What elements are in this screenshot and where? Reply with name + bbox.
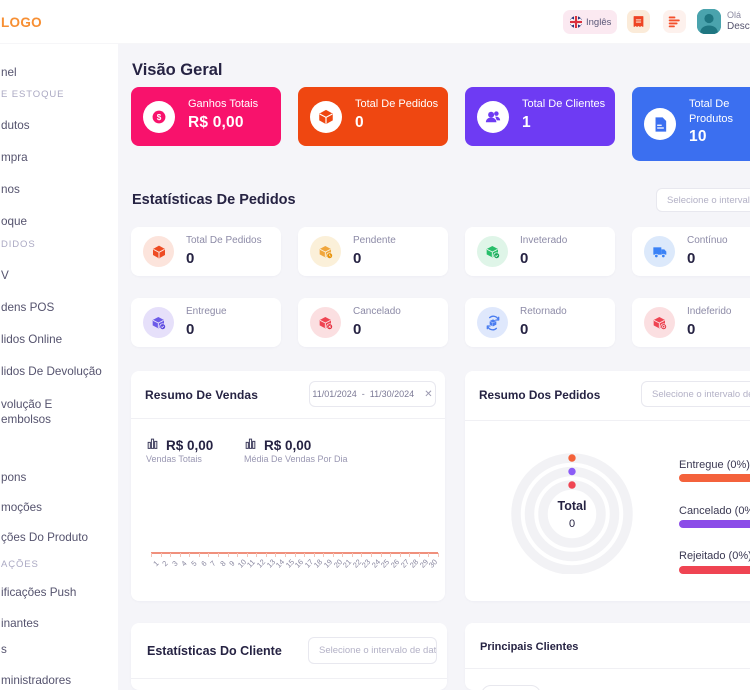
svg-text:Total: Total [558,499,587,513]
svg-text:0: 0 [569,518,575,530]
svg-text:$: $ [157,112,162,121]
